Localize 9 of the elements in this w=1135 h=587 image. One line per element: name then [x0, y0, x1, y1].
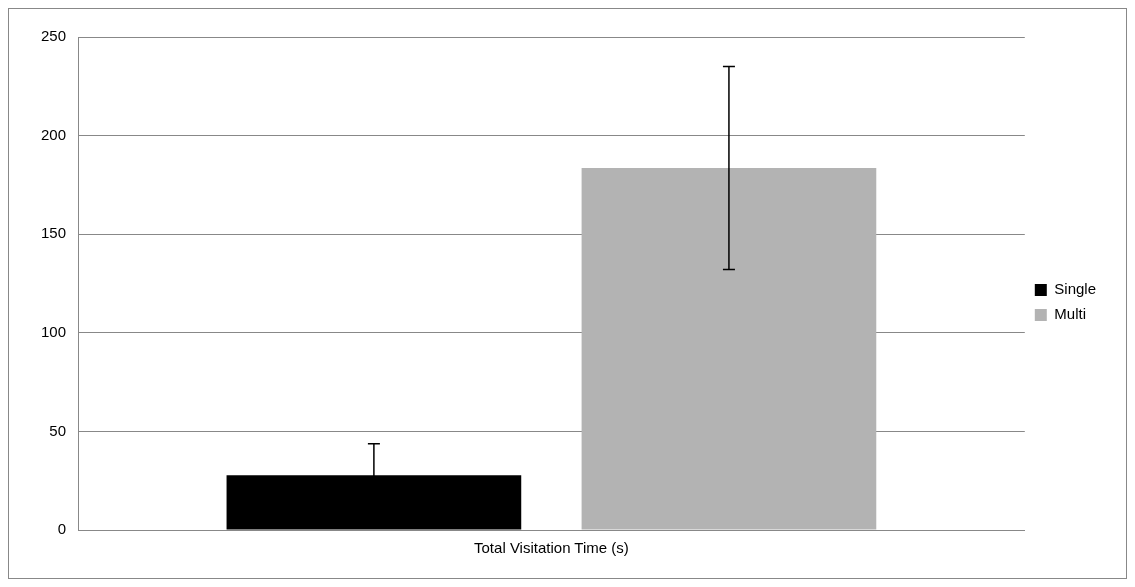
legend-label: Multi: [1054, 305, 1086, 323]
y-tick-label: 0: [57, 520, 67, 538]
y-tick-label: 250: [41, 27, 67, 45]
y-tick-label: 100: [41, 322, 67, 340]
y-tick-label: 50: [49, 421, 67, 439]
x-tick-label: Total Visitation Time (s): [474, 539, 629, 557]
legend-label: Single: [1054, 280, 1097, 298]
y-tick-label: 200: [41, 125, 67, 143]
y-tick-label: 150: [41, 224, 67, 242]
